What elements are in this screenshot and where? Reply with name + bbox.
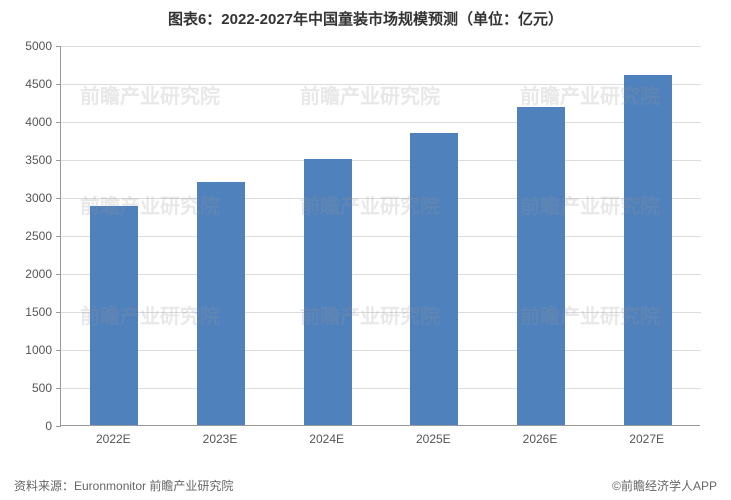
bar — [304, 159, 352, 425]
bar — [90, 206, 138, 425]
y-axis-label: 4000 — [2, 115, 52, 129]
bar — [410, 133, 458, 425]
bar — [624, 75, 672, 425]
y-axis-label: 4500 — [2, 77, 52, 91]
y-axis-label: 1500 — [2, 305, 52, 319]
x-axis-label: 2026E — [523, 432, 558, 446]
y-axis-label: 3000 — [2, 191, 52, 205]
y-axis-label: 3500 — [2, 153, 52, 167]
bar — [517, 107, 565, 425]
brand-label: ©前瞻经济学人APP — [612, 477, 717, 494]
y-axis-label: 500 — [2, 381, 52, 395]
bar — [197, 182, 245, 425]
x-axis-label: 2027E — [629, 432, 664, 446]
footer: 资料来源：Euronmonitor 前瞻产业研究院 ©前瞻经济学人APP — [14, 477, 717, 494]
y-axis-label: 5000 — [2, 39, 52, 53]
source-label: 资料来源：Euronmonitor 前瞻产业研究院 — [14, 477, 233, 494]
chart-title: 图表6：2022-2027年中国童装市场规模预测（单位：亿元） — [0, 0, 731, 29]
x-axis-label: 2023E — [203, 432, 238, 446]
y-axis-label: 2500 — [2, 229, 52, 243]
y-axis-label: 0 — [2, 419, 52, 433]
x-axis-label: 2022E — [96, 432, 131, 446]
x-axis-label: 2025E — [416, 432, 451, 446]
y-axis-label: 2000 — [2, 267, 52, 281]
y-axis-label: 1000 — [2, 343, 52, 357]
chart-container: 0500100015002000250030003500400045005000… — [60, 46, 700, 446]
plot-area — [60, 46, 700, 426]
bars-group — [61, 45, 701, 425]
x-axis-label: 2024E — [309, 432, 344, 446]
y-tick — [56, 426, 61, 427]
